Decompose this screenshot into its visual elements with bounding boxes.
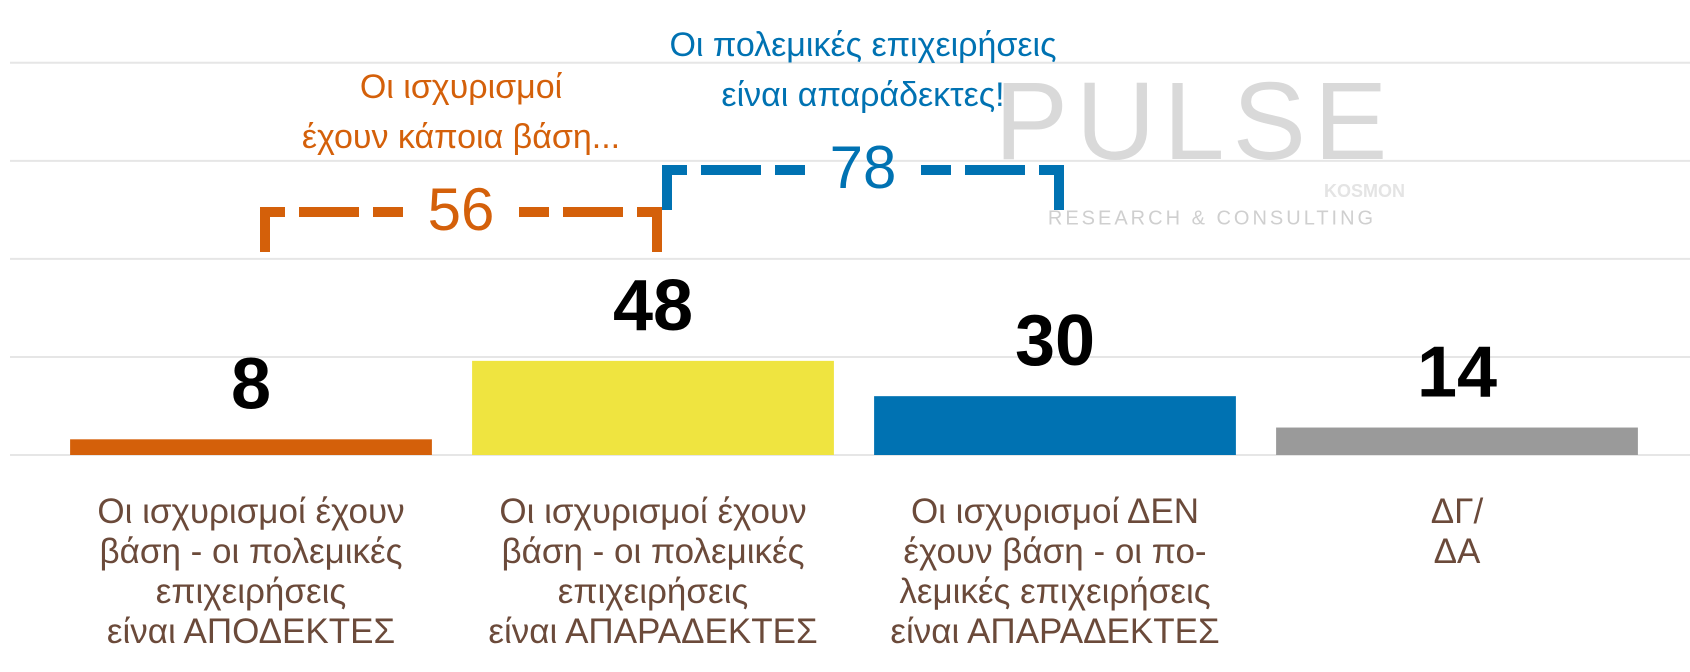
- bar: [1276, 427, 1638, 455]
- bar: [70, 439, 432, 455]
- value-label: 48: [613, 266, 693, 346]
- x-tick-label: Οι ισχυρισμοί ΔΕΝ έχουν βάση - οι πο- λε…: [890, 492, 1220, 651]
- value-label: 30: [1015, 301, 1095, 381]
- x-tick-label: Οι ισχυρισμοί έχουν βάση - οι πολεμικές …: [97, 492, 405, 651]
- x-tick-label: Οι ισχυρισμοί έχουν βάση - οι πολεμικές …: [488, 492, 818, 651]
- value-label: 8: [231, 344, 271, 424]
- bracket: [260, 207, 403, 252]
- bracket-value: 56: [428, 176, 495, 243]
- annotation-text: Οι ισχυρισμοί έχουν κάποια βάση...: [301, 68, 621, 156]
- value-label: 14: [1417, 333, 1497, 413]
- watermark-partner: KOSMON: [1324, 181, 1405, 201]
- watermark-tagline: RESEARCH & CONSULTING: [1048, 207, 1376, 229]
- bracket: [921, 165, 1064, 210]
- watermark-name: PULSE: [995, 60, 1396, 183]
- bar: [874, 396, 1236, 455]
- x-tick-label: ΔΓ/ ΔΑ: [1430, 492, 1484, 571]
- bracket: [519, 207, 662, 252]
- bracket: [662, 165, 805, 210]
- bracket-value: 78: [830, 134, 897, 201]
- bar: [472, 360, 834, 455]
- annotation-text: Οι πολεμικές επιχειρήσεις είναι απαράδεκ…: [669, 26, 1057, 114]
